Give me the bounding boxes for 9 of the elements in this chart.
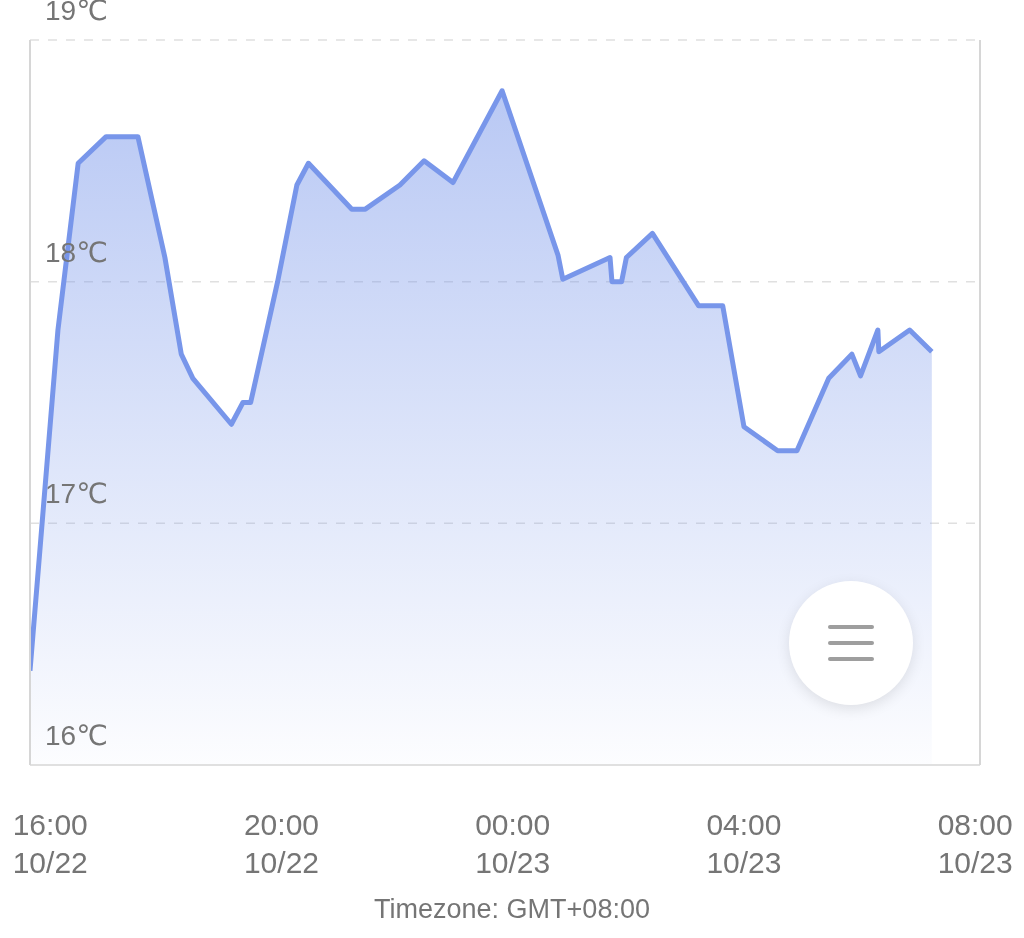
x-tick-label: 04:00 10/23 bbox=[706, 808, 782, 879]
y-tick-label: 16℃ bbox=[45, 720, 108, 751]
y-tick-label: 19℃ bbox=[45, 0, 108, 26]
text: Timezone: GMT+08:00 bbox=[374, 893, 650, 926]
x-tick-label: 20:00 10/22 bbox=[243, 808, 320, 879]
x-tick-label: 00:00 10/23 bbox=[475, 808, 551, 879]
x-tick-label: 08:00 10/23 bbox=[937, 808, 1013, 879]
y-tick-label: 17℃ bbox=[45, 478, 108, 510]
x-tick-label: 16:00 10/22 bbox=[12, 808, 88, 879]
